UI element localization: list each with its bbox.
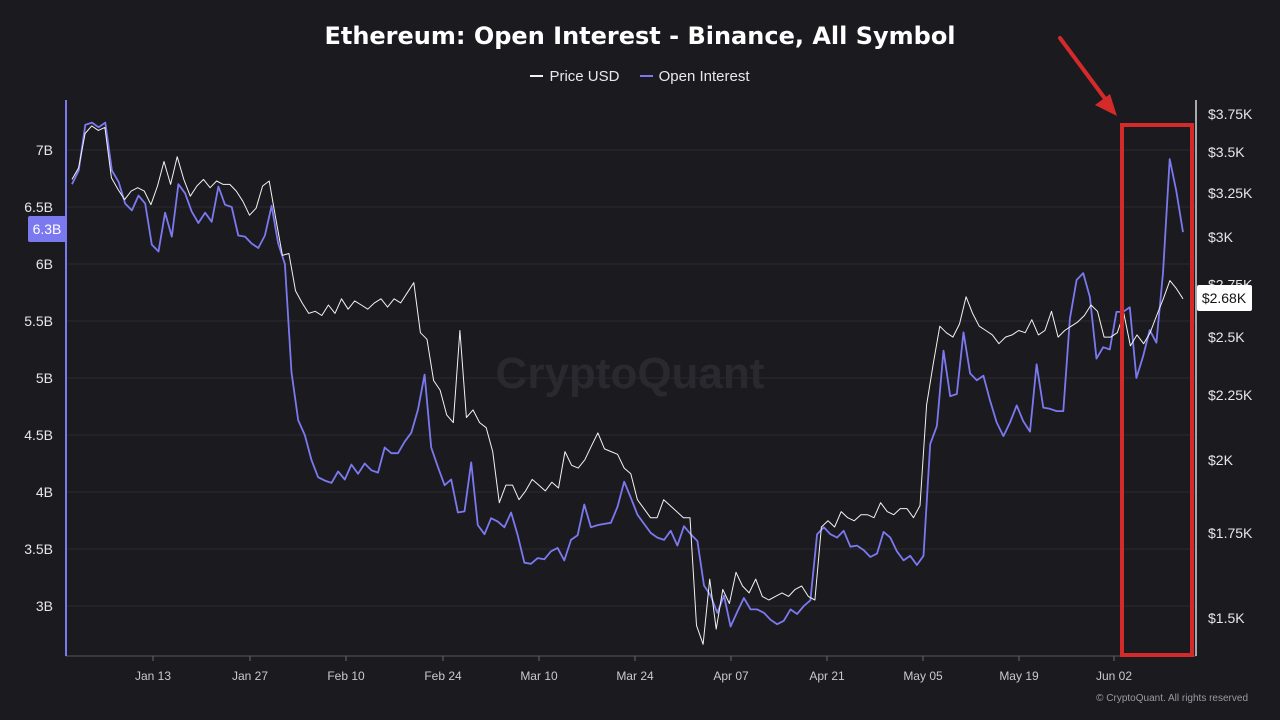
legend-label-open-interest: Open Interest	[658, 67, 750, 85]
right-axis-tick-label: $3.25K	[1208, 185, 1253, 201]
price-current-badge	[1197, 285, 1252, 311]
left-axis-tick-label: 6.5B	[24, 199, 53, 215]
axes	[65, 100, 1197, 661]
open-interest-current-badge	[28, 216, 66, 242]
x-axis-tick-label: Jan 27	[232, 669, 268, 683]
open-interest-current-value: 6.3B	[33, 221, 62, 237]
x-axis-tick-label: Feb 24	[424, 669, 462, 683]
legend-label-price: Price USD	[549, 67, 620, 85]
legend-item-open-interest[interactable]: Open Interest	[639, 67, 750, 85]
annotation-arrow-shaft	[1058, 36, 1108, 102]
highlight-annotation	[1058, 36, 1194, 657]
grid-lines	[66, 149, 1196, 607]
price-usd-line	[71, 125, 1184, 645]
price-current-value: $2.68K	[1202, 290, 1247, 306]
x-axis-tick-label: Apr 07	[713, 669, 749, 683]
legend-item-price[interactable]: Price USD	[530, 68, 619, 85]
highlight-rectangle	[1120, 123, 1194, 657]
copyright-text: © CryptoQuant. All rights reserved	[1096, 693, 1248, 704]
right-axis-tick-label: $1.5K	[1208, 610, 1245, 626]
left-axis-tick-label: 7B	[36, 142, 53, 158]
legend-swatch-price	[530, 75, 544, 77]
x-axis-tick-label: May 19	[999, 669, 1039, 683]
left-axis-tick-label: 4.5B	[24, 427, 53, 443]
open-interest-line	[71, 121, 1184, 628]
x-axis-tick-label: Mar 10	[520, 669, 558, 683]
left-axis-tick-label: 5.5B	[24, 313, 53, 329]
left-axis-tick-label: 3.5B	[24, 541, 53, 557]
chart-legend: Price USD Open Interest	[0, 64, 1280, 85]
tick-labels: 3B 3.5B 4B 4.5B 5B 5.5B 6B 6.5B 7B $1.5K $1.75K $2K…	[24, 106, 1253, 683]
right-axis-tick-label: $2K	[1208, 452, 1234, 468]
legend-swatch-open-interest	[639, 75, 653, 77]
right-axis-tick-label: $2.25K	[1208, 387, 1253, 403]
annotation-arrow-head	[1095, 94, 1117, 116]
right-axis-tick-label: $2.5K	[1208, 329, 1245, 345]
x-axis-tick-label: May 05	[903, 669, 943, 683]
left-axis-tick-label: 3B	[36, 598, 53, 614]
current-value-badges: 6.3B $2.68K	[28, 216, 1252, 311]
x-axis-tick-label: Apr 21	[809, 669, 845, 683]
series-lines	[71, 121, 1184, 645]
chart-title: Ethereum: Open Interest - Binance, All S…	[324, 22, 956, 50]
left-axis-tick-label: 5B	[36, 370, 53, 386]
right-axis-tick-label: $3.5K	[1208, 144, 1245, 160]
watermark-text: CryptoQuant	[496, 349, 765, 398]
x-axis-tick-label: Feb 10	[327, 669, 365, 683]
right-axis-tick-label: $1.75K	[1208, 525, 1253, 541]
left-axis-tick-label: 6B	[36, 256, 53, 272]
x-axis-tick-label: Mar 24	[616, 669, 654, 683]
right-axis-tick-label: $3.75K	[1208, 106, 1253, 122]
x-axis-tick-label: Jun 02	[1096, 669, 1132, 683]
x-axis-tick-label: Jan 13	[135, 669, 171, 683]
left-axis-tick-label: 4B	[36, 484, 53, 500]
right-axis-tick-label: $3K	[1208, 229, 1234, 245]
